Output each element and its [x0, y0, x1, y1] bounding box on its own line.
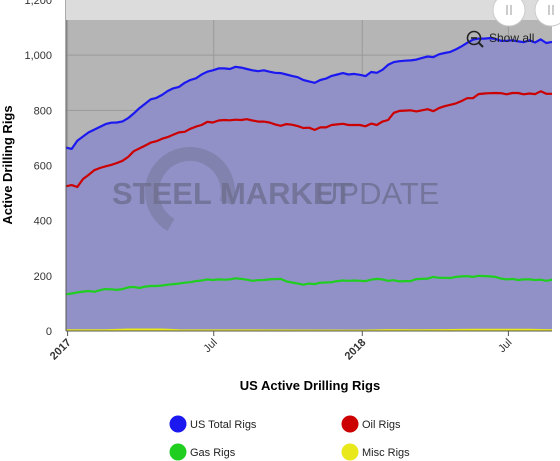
navigator-handle-right-knob[interactable]	[534, 0, 560, 27]
y-axis-title: Active Drilling Rigs	[0, 105, 15, 224]
navigator-handle-left[interactable]	[492, 0, 526, 27]
y-tick-label: 600	[34, 161, 52, 173]
watermark-logo-swoosh	[145, 147, 235, 237]
navigator-handle-right[interactable]	[534, 0, 560, 27]
y-tick-label: 400	[34, 216, 52, 228]
us-total-rigs-line	[66, 37, 552, 150]
navigator-handle-left-knob[interactable]	[492, 0, 526, 27]
legend-item-misc-rigs[interactable]: Misc Rigs	[341, 443, 411, 461]
misc-rigs-legend-marker	[341, 443, 359, 461]
series-layer	[66, 37, 552, 331]
legend-item-oil-rigs[interactable]: Oil Rigs	[341, 415, 402, 433]
oil-rigs-line	[66, 90, 552, 189]
misc-rigs-legend-label: Misc Rigs	[362, 447, 410, 459]
watermark-text: UPDATE	[316, 176, 439, 211]
gas-rigs-legend-label: Gas Rigs	[190, 447, 236, 459]
us-total-rigs-legend-label: US Total Rigs	[190, 419, 257, 431]
y-tick-label: 1,000	[24, 50, 52, 62]
show-all-button[interactable]: Show all	[466, 30, 535, 48]
gas-rigs-line	[66, 274, 552, 296]
show-all-label[interactable]: Show all	[489, 31, 534, 45]
x-tick-label: 2018	[343, 337, 369, 363]
x-tick-label: Jul	[496, 337, 514, 355]
y-tick-label: 800	[34, 105, 52, 117]
y-tick-label: 0	[46, 326, 52, 338]
gas-rigs-legend-marker	[169, 443, 187, 461]
navigator-bar	[66, 0, 552, 20]
x-tick-label: 2017	[48, 337, 74, 363]
legend-item-gas-rigs[interactable]: Gas Rigs	[169, 443, 236, 461]
oil-rigs-legend-marker	[341, 415, 359, 433]
x-axis-title: US Active Drilling Rigs	[240, 378, 380, 393]
y-tick-label: 200	[34, 271, 52, 283]
legend-item-us-total-rigs[interactable]: US Total Rigs	[169, 415, 257, 433]
zoom-out-icon-handle	[478, 42, 484, 48]
us-total-rigs-legend-marker	[169, 415, 187, 433]
watermark-text-bold: STEEL MARKET	[112, 176, 353, 211]
oil-rigs-legend-label: Oil Rigs	[362, 419, 401, 431]
misc-rigs-line	[66, 328, 552, 331]
y-tick-label: 1,200	[24, 0, 52, 7]
x-tick-label: Jul	[201, 337, 219, 355]
zoom-out-icon	[466, 30, 482, 46]
